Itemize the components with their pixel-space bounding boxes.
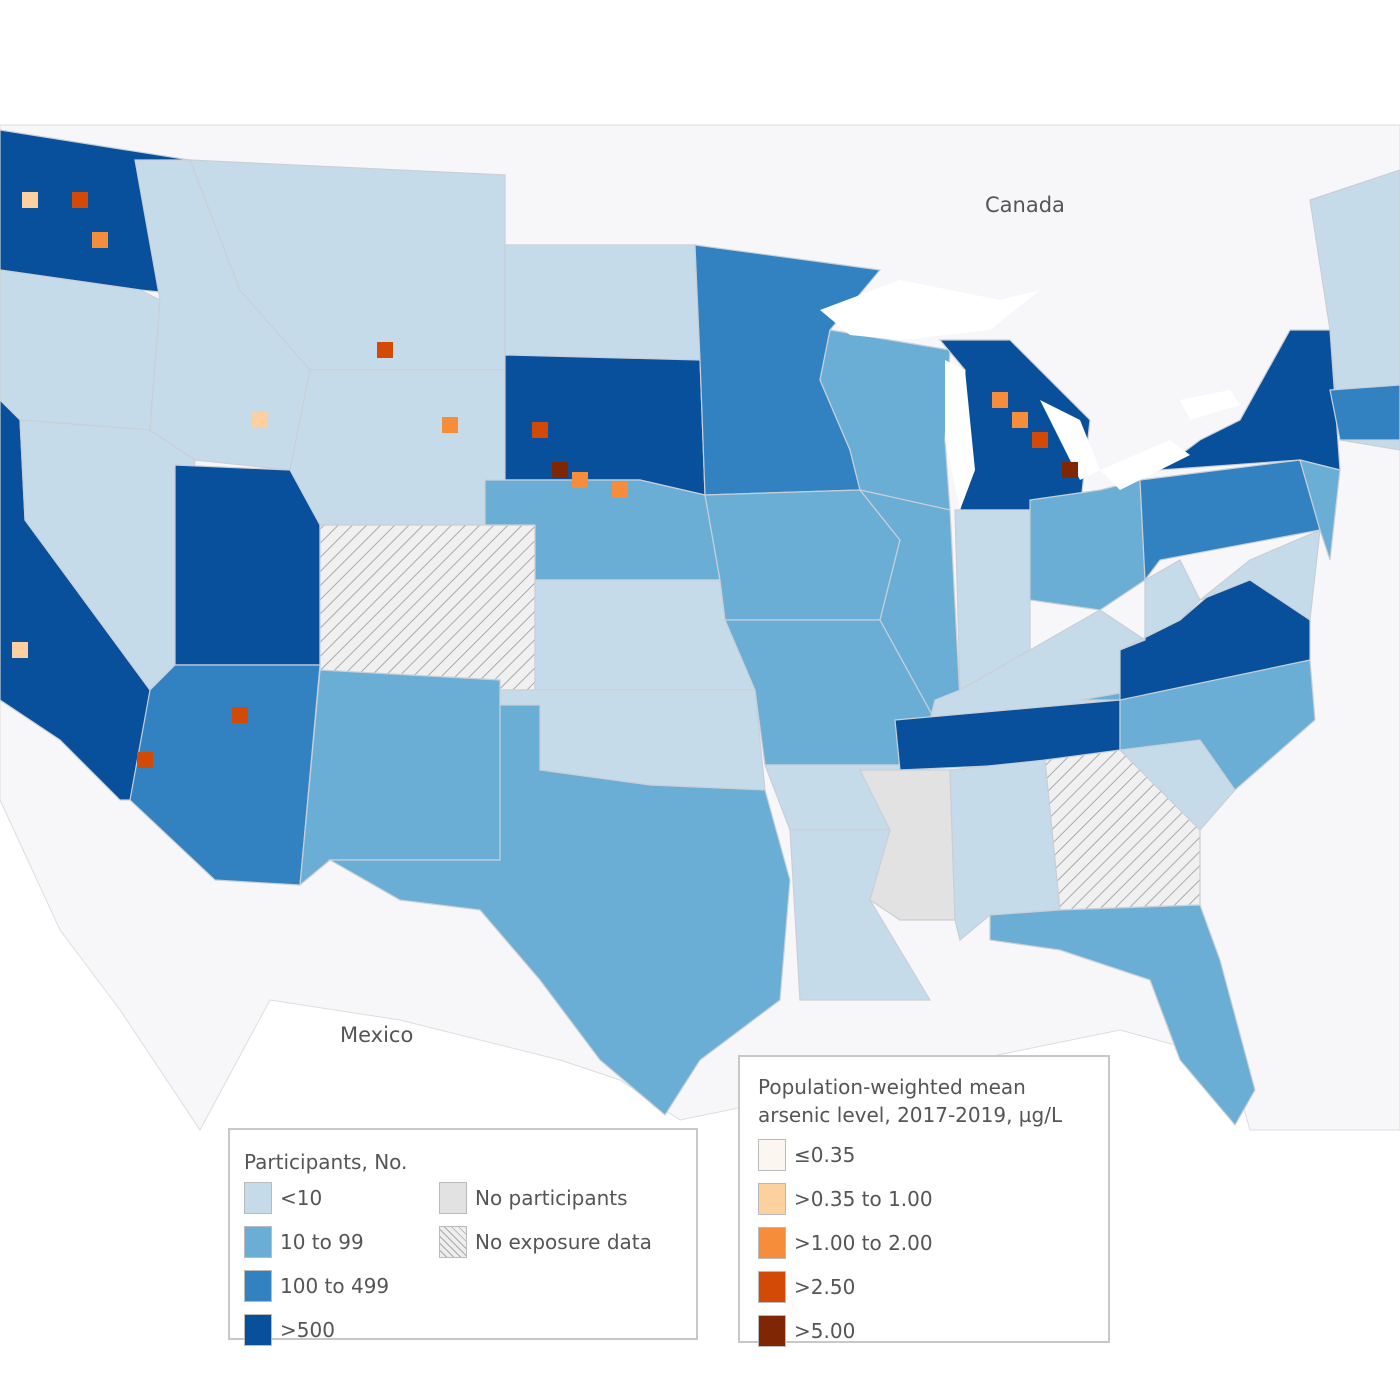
arsenic-legend-item: >0.35 to 1.00: [758, 1177, 1090, 1221]
arsenic-hotspot: [92, 232, 108, 248]
legend-label: >1.00 to 2.00: [794, 1231, 933, 1255]
arsenic-legend-item: >2.50: [758, 1265, 1090, 1309]
arsenic-hotspot: [552, 462, 568, 478]
arsenic-hotspot: [232, 707, 248, 723]
swatch-no-exposure: [439, 1226, 467, 1258]
state-ma[interactable]: [1329, 384, 1400, 441]
arsenic-legend: Population-weighted mean arsenic level, …: [738, 1055, 1110, 1347]
state-wy[interactable]: [289, 369, 506, 526]
arsenic-hotspot: [72, 192, 88, 208]
state-co[interactable]: [319, 524, 536, 691]
legend-label: >500: [280, 1318, 335, 1342]
state-oh[interactable]: [1029, 479, 1146, 611]
arsenic-hotspot: [137, 752, 153, 768]
canada-label: Canada: [985, 193, 1065, 217]
arsenic-legend-item: >5.00: [758, 1309, 1090, 1353]
legend-label: <10: [280, 1186, 323, 1210]
legend-label: >5.00: [794, 1319, 856, 1343]
arsenic-hotspot: [612, 482, 628, 498]
legend-label: 100 to 499: [280, 1274, 390, 1298]
great-lakes: [820, 280, 1240, 510]
arsenic-hotspot: [572, 472, 588, 488]
swatch-lt10: [244, 1182, 272, 1214]
arsenic-hotspots: [12, 192, 1078, 768]
arsenic-legend-item: >1.00 to 2.00: [758, 1221, 1090, 1265]
state-md[interactable]: [1199, 529, 1321, 622]
swatch-gt500: [244, 1314, 272, 1346]
state-la[interactable]: [789, 829, 932, 1001]
arsenic-hotspot: [1062, 462, 1078, 478]
state-fl[interactable]: [989, 904, 1256, 1127]
arsenic-swatch: [758, 1315, 786, 1347]
state-pa[interactable]: [1139, 459, 1321, 582]
mexico-label: Mexico: [340, 1023, 414, 1047]
legend-label: ≤0.35: [794, 1143, 856, 1167]
swatch-100-499: [244, 1270, 272, 1302]
participants-legend: Participants, No. <10 10 to 99 100 to 49…: [228, 1128, 698, 1346]
state-or[interactable]: [0, 269, 161, 431]
arsenic-swatch: [758, 1271, 786, 1303]
arsenic-swatch: [758, 1227, 786, 1259]
state-nj[interactable]: [1299, 459, 1341, 561]
legend-label: No participants: [475, 1186, 628, 1210]
state-wv[interactable]: [1119, 559, 1201, 651]
arsenic-legend-title-2: arsenic level, 2017-2019, µg/L: [758, 1103, 1063, 1127]
legend-label: 10 to 99: [280, 1230, 364, 1254]
arsenic-hotspot: [1032, 432, 1048, 448]
arsenic-swatch: [758, 1139, 786, 1171]
arsenic-hotspot: [992, 392, 1008, 408]
state-ga[interactable]: [1044, 749, 1201, 911]
participants-legend-title: Participants, No.: [244, 1150, 408, 1174]
swatch-10-99: [244, 1226, 272, 1258]
swatch-no-participants: [439, 1182, 467, 1214]
legend-label: No exposure data: [475, 1230, 652, 1254]
state-ne_us[interactable]: [1309, 169, 1400, 451]
arsenic-hotspot: [377, 342, 393, 358]
arsenic-swatch: [758, 1183, 786, 1215]
state-nd[interactable]: [504, 244, 701, 361]
arsenic-hotspot: [532, 422, 548, 438]
state-ia[interactable]: [704, 489, 901, 621]
arsenic-hotspot: [22, 192, 38, 208]
arsenic-hotspot: [12, 642, 28, 658]
state-ut[interactable]: [174, 464, 321, 666]
legend-label: >0.35 to 1.00: [794, 1187, 933, 1211]
arsenic-hotspot: [442, 417, 458, 433]
arsenic-hotspot: [1012, 412, 1028, 428]
state-tx[interactable]: [327, 704, 791, 1116]
legend-label: >2.50: [794, 1275, 856, 1299]
arsenic-hotspot: [252, 412, 268, 428]
state-nm[interactable]: [299, 669, 501, 887]
arsenic-legend-item: ≤0.35: [758, 1133, 1090, 1177]
arsenic-legend-title: Population-weighted mean: [758, 1075, 1026, 1099]
